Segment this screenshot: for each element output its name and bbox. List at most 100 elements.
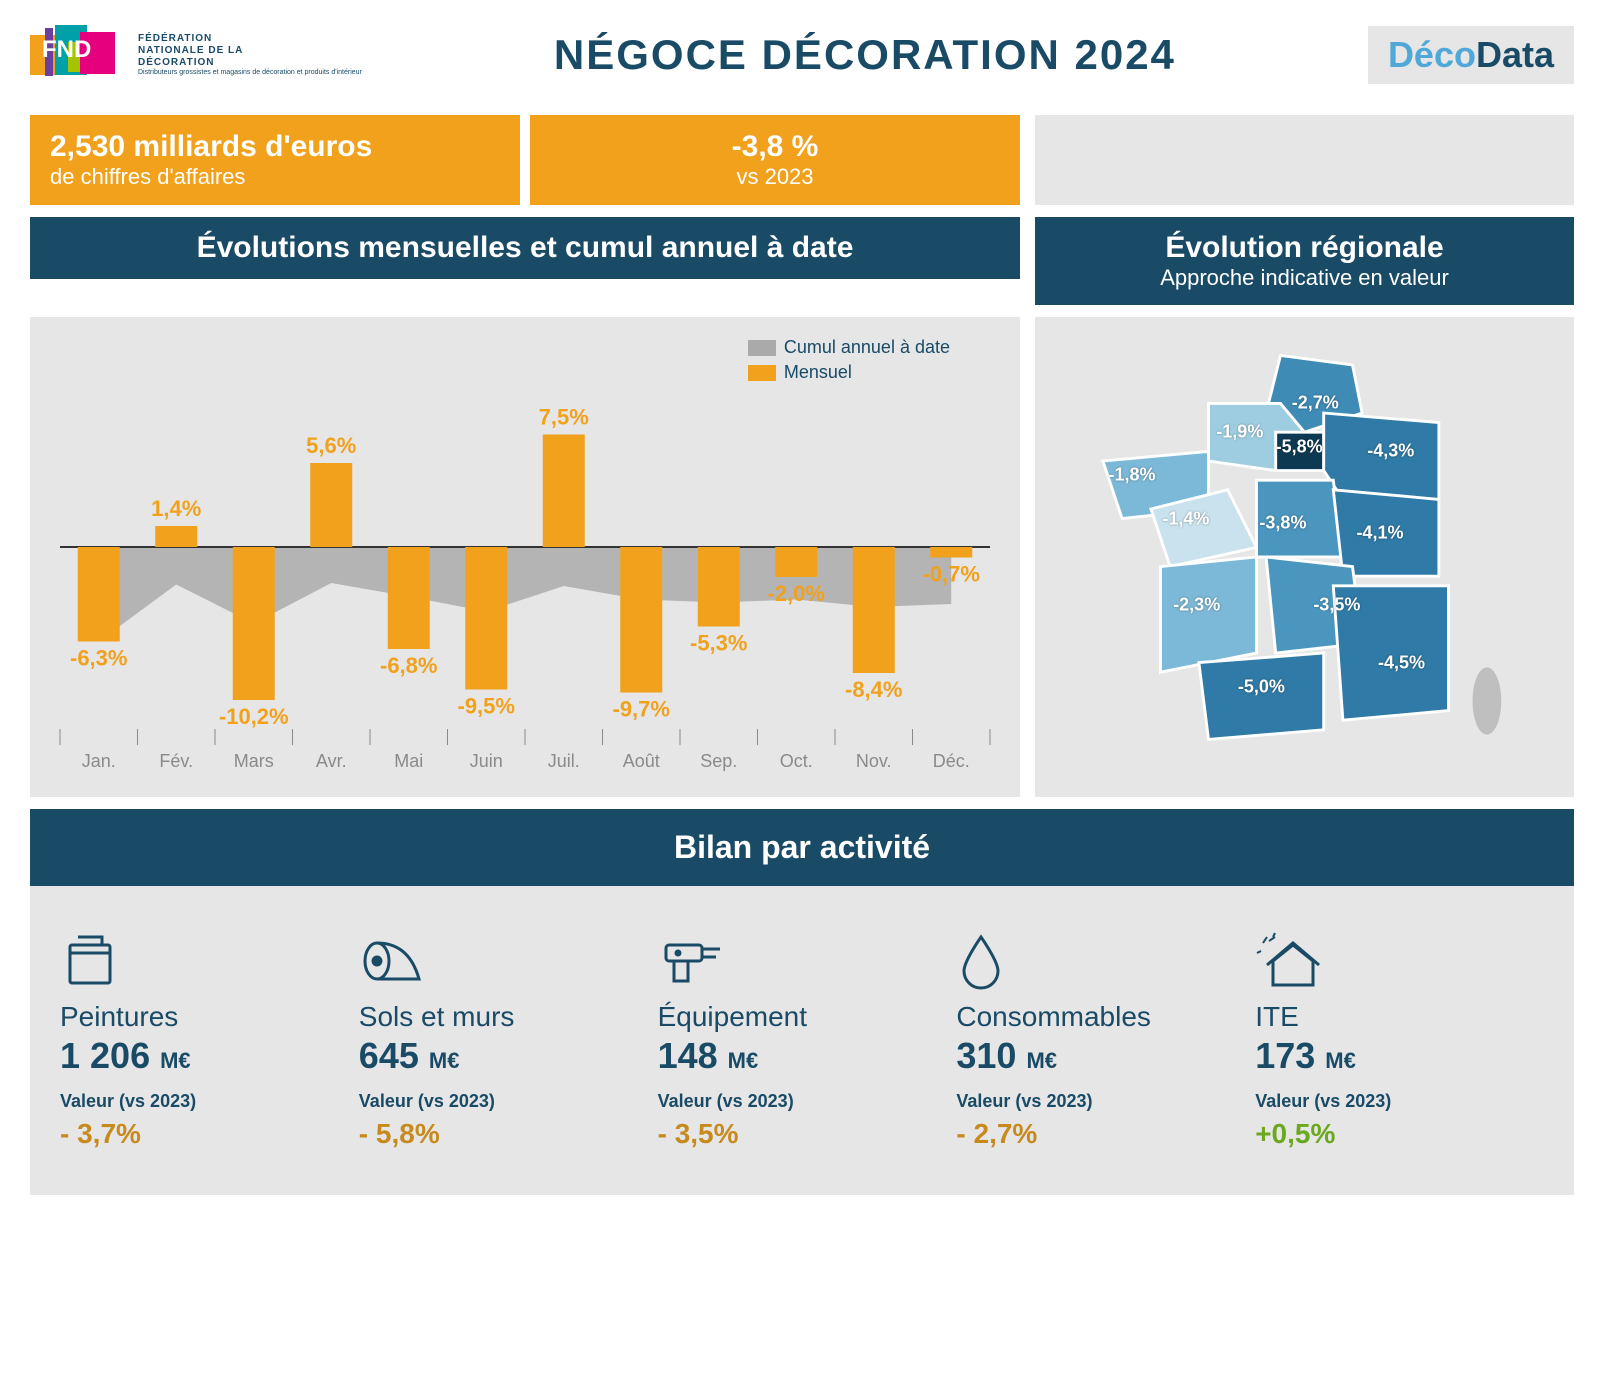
activity-name: Équipement	[658, 1001, 947, 1033]
activity-2: Équipement148 M€Valeur (vs 2023)- 3,5%	[658, 921, 947, 1150]
activity-vs: Valeur (vs 2023)	[60, 1091, 349, 1112]
activity-pct: - 5,8%	[359, 1118, 648, 1150]
map-labels: -2,7%-1,9%-5,8%-4,3%-1,8%-1,4%-3,8%-4,1%…	[1035, 317, 1574, 797]
bar-label-3: 5,6%	[306, 433, 356, 458]
bar-label-9: -2,0%	[768, 581, 825, 606]
month-4: Mai	[394, 751, 423, 771]
activity-value: 310 M€	[956, 1035, 1245, 1077]
header: FND FÉDÉRATION NATIONALE DE LA DÉCORATIO…	[30, 20, 1574, 90]
activity-icon-house-icon	[1255, 921, 1544, 991]
activity-pct: - 3,7%	[60, 1118, 349, 1150]
bar-label-5: -9,5%	[458, 694, 515, 719]
fnd-line3: DÉCORATION	[138, 57, 362, 69]
month-0: Jan.	[82, 751, 116, 771]
bar-4	[388, 547, 430, 649]
bar-label-1: 1,4%	[151, 496, 201, 521]
activity-value: 645 M€	[359, 1035, 648, 1077]
kpi-revenue: 2,530 milliards d'euros de chiffres d'af…	[30, 115, 520, 205]
activity-icon-roll-icon	[359, 921, 648, 991]
activity-4: ITE173 M€ Valeur (vs 2023) +0,5%	[1255, 921, 1544, 1150]
bar-label-4: -6,8%	[380, 653, 437, 678]
activity-name: Peintures	[60, 1001, 349, 1033]
kpi-side	[1035, 115, 1574, 205]
regional-map: -2,7%-1,9%-5,8%-4,3%-1,8%-1,4%-3,8%-4,1%…	[1035, 317, 1574, 797]
monthly-chart: Cumul annuel à date Mensuel -6,3% Jan. 1,4…	[30, 317, 1020, 797]
bar-1	[155, 526, 197, 547]
activity-value: 173 M€	[1255, 1035, 1544, 1077]
fnd-logo: FND FÉDÉRATION NATIONALE DE LA DÉCORATIO…	[30, 20, 362, 90]
monthly-header: Évolutions mensuelles et cumul annuel à …	[30, 217, 1020, 279]
fnd-mark-icon: FND	[30, 20, 130, 90]
month-7: Août	[623, 751, 660, 771]
activity-vs: Valeur (vs 2023)	[359, 1091, 648, 1112]
activity-pct: - 2,7%	[956, 1118, 1245, 1150]
bar-label-6: 7,5%	[539, 405, 589, 430]
activity-name: Consommables	[956, 1001, 1245, 1033]
regional-header: Évolution régionale Approche indicative …	[1035, 217, 1574, 305]
legend-cumul: Cumul annuel à date	[784, 337, 950, 358]
activity-icon-drop-icon	[956, 921, 1245, 991]
bar-8	[698, 547, 740, 627]
bar-7	[620, 547, 662, 693]
bar-10	[853, 547, 895, 673]
decodata-deco: Déco	[1388, 34, 1476, 75]
chart-legend: Cumul annuel à date Mensuel	[748, 337, 950, 387]
region-label-8: -2,3%	[1167, 593, 1226, 618]
regional-title: Évolution régionale	[1045, 231, 1564, 265]
region-label-6: -3,8%	[1253, 511, 1312, 536]
fnd-sub: Distributeurs grossistes et magasins de …	[138, 69, 362, 77]
activity-value: 1 206 M€	[60, 1035, 349, 1077]
bar-label-0: -6,3%	[70, 646, 127, 671]
activity-vs: Valeur (vs 2023)	[956, 1091, 1245, 1112]
region-label-7: -4,1%	[1350, 521, 1409, 546]
activity-pct: - 3,5%	[658, 1118, 947, 1150]
activity-vs: Valeur (vs 2023)	[1255, 1091, 1544, 1112]
activities-row: Peintures1 206 M€ Valeur (vs 2023) - 3,7% S…	[30, 886, 1574, 1195]
region-label-11: -4,5%	[1372, 650, 1431, 675]
activity-name: Sols et murs	[359, 1001, 648, 1033]
bar-9	[775, 547, 817, 577]
monthly-title: Évolutions mensuelles et cumul annuel à …	[40, 231, 1010, 265]
activity-3: Consommables310 M€ Valeur (vs 2023) - 2,7%	[956, 921, 1245, 1150]
section-headers: Évolutions mensuelles et cumul annuel à …	[30, 217, 1574, 305]
month-8: Sep.	[700, 751, 737, 771]
activity-1: Sols et murs645 M€ Valeur (vs 2023) - 5,8%	[359, 921, 648, 1150]
legend-swatch-cumul-icon	[748, 340, 776, 356]
bar-0	[78, 547, 120, 642]
activity-pct: +0,5%	[1255, 1118, 1544, 1150]
month-2: Mars	[234, 751, 274, 771]
region-label-2: -5,8%	[1270, 434, 1329, 459]
month-5: Juin	[470, 751, 503, 771]
kpi-delta-label: vs 2023	[736, 164, 813, 190]
bar-label-7: -9,7%	[613, 697, 670, 722]
decodata-logo: DécoData	[1368, 26, 1574, 84]
region-label-0: -2,7%	[1286, 391, 1345, 416]
kpi-col: 2,530 milliards d'euros de chiffres d'af…	[30, 115, 1020, 205]
activity-value: 148 M€	[658, 1035, 947, 1077]
region-label-5: -1,4%	[1156, 506, 1215, 531]
bar-2	[233, 547, 275, 700]
activity-icon-drill-icon	[658, 921, 947, 991]
fnd-line2: NATIONALE DE LA	[138, 45, 362, 57]
kpi-side-grey	[1035, 115, 1574, 205]
regional-sub: Approche indicative en valeur	[1045, 265, 1564, 291]
bar-label-2: -10,2%	[219, 704, 289, 729]
kpi-row: 2,530 milliards d'euros de chiffres d'af…	[30, 115, 1574, 205]
month-10: Nov.	[856, 751, 892, 771]
bar-label-11: -0,7%	[923, 562, 980, 587]
decodata-data: Data	[1476, 34, 1554, 75]
kpi-delta: -3,8 % vs 2023	[530, 115, 1020, 205]
month-11: Déc.	[933, 751, 970, 771]
kpi-revenue-value: 2,530 milliards d'euros	[50, 130, 500, 164]
bilan-header: Bilan par activité	[30, 809, 1574, 886]
kpi-revenue-label: de chiffres d'affaires	[50, 164, 500, 190]
legend-swatch-mensuel-icon	[748, 365, 776, 381]
month-3: Avr.	[316, 751, 347, 771]
chart-svg: -6,3%Jan.1,4%Fév.-10,2%Mars5,6%Avr.-6,8%…	[40, 337, 1010, 777]
region-label-3: -4,3%	[1361, 439, 1420, 464]
bar-label-8: -5,3%	[690, 631, 747, 656]
fnd-text: FÉDÉRATION NATIONALE DE LA DÉCORATION Di…	[138, 33, 362, 77]
activity-name: ITE	[1255, 1001, 1544, 1033]
activity-icon-paint-icon	[60, 921, 349, 991]
month-9: Oct.	[780, 751, 813, 771]
